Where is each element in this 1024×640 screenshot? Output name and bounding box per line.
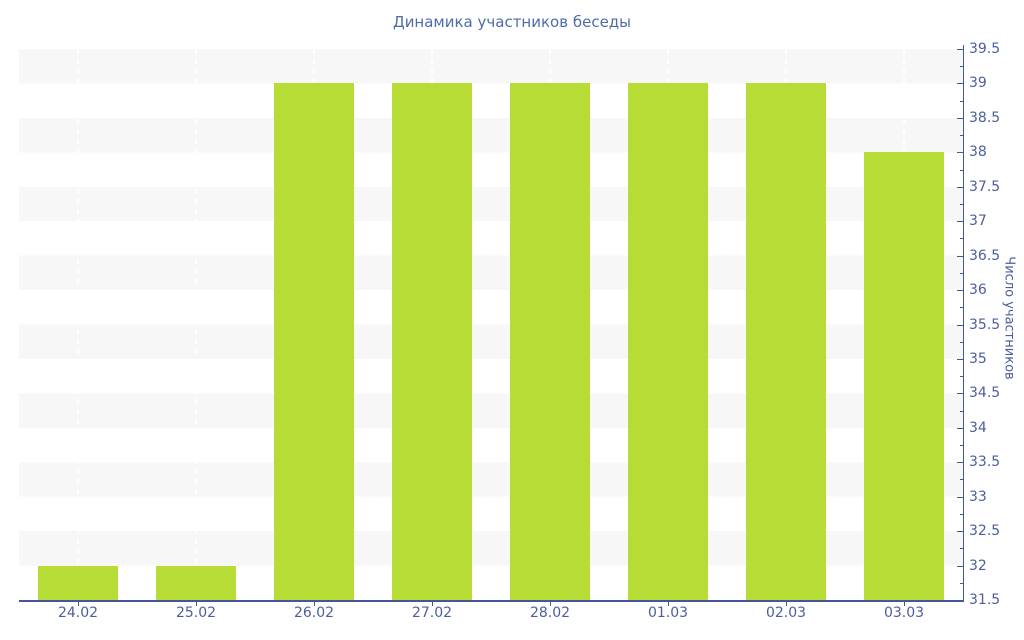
y-tick-label: 35.5: [969, 316, 1001, 333]
y-tick-minor: [960, 66, 963, 68]
bar-27.02: [392, 83, 472, 600]
y-tick-major: [957, 531, 963, 533]
x-tick: [78, 601, 79, 606]
y-tick-major: [957, 496, 963, 498]
vertical-gridline: [77, 49, 79, 600]
x-tick-label: 25.02: [175, 605, 217, 621]
y-tick-minor: [960, 513, 963, 515]
y-tick-minor: [960, 100, 963, 102]
y-tick-minor: [960, 445, 963, 447]
y-tick-major: [957, 255, 963, 257]
x-tick-label: 28.02: [529, 605, 571, 621]
x-tick-label: 02.03: [765, 605, 807, 621]
y-tick-label: 34: [969, 419, 987, 436]
y-tick-major: [957, 186, 963, 188]
y-tick-major: [957, 49, 963, 50]
y-tick-minor: [960, 135, 963, 137]
y-tick-label: 37: [969, 213, 987, 230]
x-tick: [432, 601, 433, 606]
y-tick-minor: [960, 410, 963, 412]
x-tick-label: 26.02: [293, 605, 335, 621]
y-tick-label: 39.5: [969, 41, 1001, 57]
x-axis-line: [19, 600, 964, 602]
plot-area: [19, 49, 963, 600]
x-tick: [904, 601, 905, 606]
bar-24.02: [38, 565, 118, 600]
y-tick-label: 38.5: [969, 109, 1001, 126]
y-tick-minor: [960, 272, 963, 274]
x-tick: [196, 601, 197, 606]
bar-03.03: [864, 152, 944, 600]
y-tick-label: 31.5: [969, 592, 1001, 608]
y-tick-minor: [960, 238, 963, 240]
y-tick-label: 36: [969, 282, 987, 299]
x-tick: [786, 601, 787, 606]
y-tick-minor: [960, 582, 963, 584]
y-tick-label: 32.5: [969, 523, 1001, 540]
x-tick: [550, 601, 551, 606]
bar-26.02: [274, 83, 354, 600]
y-tick-label: 36.5: [969, 247, 1001, 264]
y-tick-label: 39: [969, 75, 987, 92]
y-tick-major: [957, 221, 963, 223]
y-tick-major: [957, 117, 963, 119]
y-tick-label: 38: [969, 144, 987, 161]
y-tick-minor: [960, 479, 963, 481]
bar-02.03: [746, 83, 826, 600]
y-tick-label: 34.5: [969, 385, 1001, 402]
y-tick-minor: [960, 341, 963, 343]
y-tick-major: [957, 83, 963, 85]
y-tick-major: [957, 427, 963, 429]
x-tick-label: 27.02: [411, 605, 453, 621]
y-tick-minor: [960, 169, 963, 171]
x-tick-label: 24.02: [57, 605, 99, 621]
chart-title: Динамика участников беседы: [392, 13, 632, 31]
y-tick-major: [957, 358, 963, 360]
y-tick-major: [957, 393, 963, 395]
y-tick-minor: [960, 548, 963, 550]
y-tick-major: [957, 290, 963, 292]
vertical-gridline: [195, 49, 197, 600]
y-tick-major: [957, 324, 963, 326]
x-tick: [668, 601, 669, 606]
bar-28.02: [510, 83, 590, 600]
y-tick-label: 33: [969, 488, 987, 505]
bar-01.03: [628, 83, 708, 600]
y-tick-label: 33.5: [969, 454, 1001, 471]
y-tick-major: [957, 152, 963, 154]
y-tick-minor: [960, 376, 963, 378]
y-axis-line: [963, 45, 964, 600]
bar-25.02: [156, 565, 236, 600]
y-tick-major: [957, 600, 963, 601]
y-tick-major: [957, 565, 963, 567]
y-tick-major: [957, 462, 963, 464]
y-tick-minor: [960, 203, 963, 205]
x-tick-label: 03.03: [883, 605, 925, 621]
y-tick-label: 37.5: [969, 178, 1001, 195]
y-tick-label: 32: [969, 557, 987, 574]
x-tick: [314, 601, 315, 606]
x-tick-label: 01.03: [647, 605, 689, 621]
y-tick-minor: [960, 307, 963, 309]
y-tick-label: 35: [969, 350, 987, 367]
y-axis-title: Число участников: [1001, 256, 1017, 380]
